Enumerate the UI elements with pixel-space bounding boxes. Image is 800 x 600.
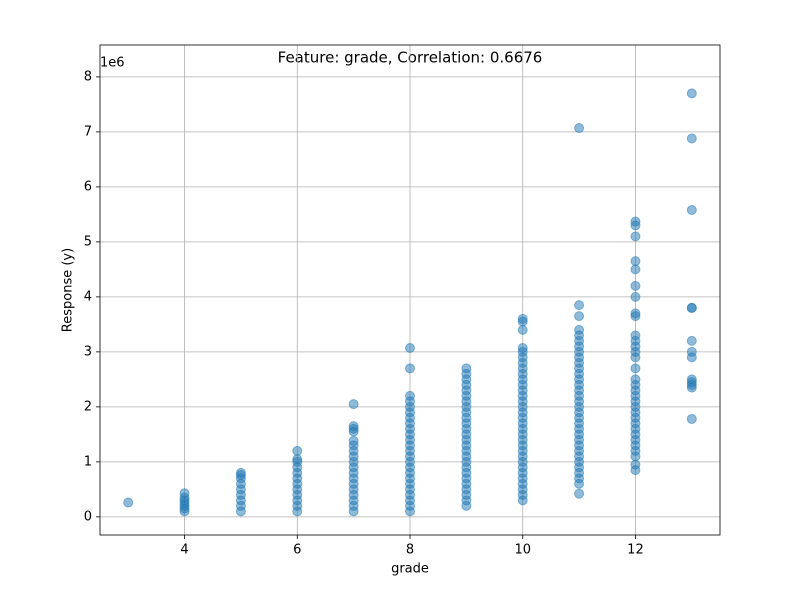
x-tick-label: 4 [180,543,188,558]
y-tick-label: 0 [84,509,92,524]
point [405,390,415,401]
point [123,497,134,508]
x-tick-label: 10 [514,543,531,558]
point [630,363,641,374]
y-tick-label: 7 [84,124,92,139]
point [348,399,359,410]
point [686,374,697,385]
y-tick-label: 5 [84,234,92,249]
y-offset-label: 1e6 [100,56,125,71]
point [630,280,641,291]
point [630,231,641,242]
point [630,308,641,319]
point [574,300,585,311]
point [574,324,585,335]
point [686,413,697,424]
point [574,123,585,134]
point [630,459,641,470]
point [686,88,697,99]
point [630,256,641,267]
x-tick-label: 6 [293,543,301,558]
point [574,488,585,499]
point [630,264,641,275]
point [405,363,415,374]
y-tick-label: 6 [84,179,92,194]
point [630,216,641,227]
y-tick-label: 4 [84,289,92,304]
point [630,374,641,385]
point [517,324,528,335]
point [630,291,641,302]
y-tick-label: 1 [84,454,92,469]
point [461,363,472,374]
point [348,421,359,432]
point [686,346,697,357]
point [292,454,303,465]
point [686,204,697,215]
point [686,133,697,144]
y-axis-label: Response (y) [61,248,76,332]
y-tick-label: 2 [84,399,92,414]
point [292,445,303,456]
point [574,311,585,322]
point [235,467,246,478]
plot-frame [99,44,721,536]
x-tick-label: 12 [627,543,644,558]
point [686,302,697,313]
x-tick-label: 8 [406,543,414,558]
point [517,313,528,324]
point [348,435,359,446]
point [179,488,190,499]
y-tick-label: 8 [84,69,92,84]
y-tick-label: 3 [84,344,92,359]
point [517,343,528,354]
x-axis-label: grade [391,562,429,577]
point [630,330,641,341]
point [686,335,697,346]
point [405,343,415,354]
